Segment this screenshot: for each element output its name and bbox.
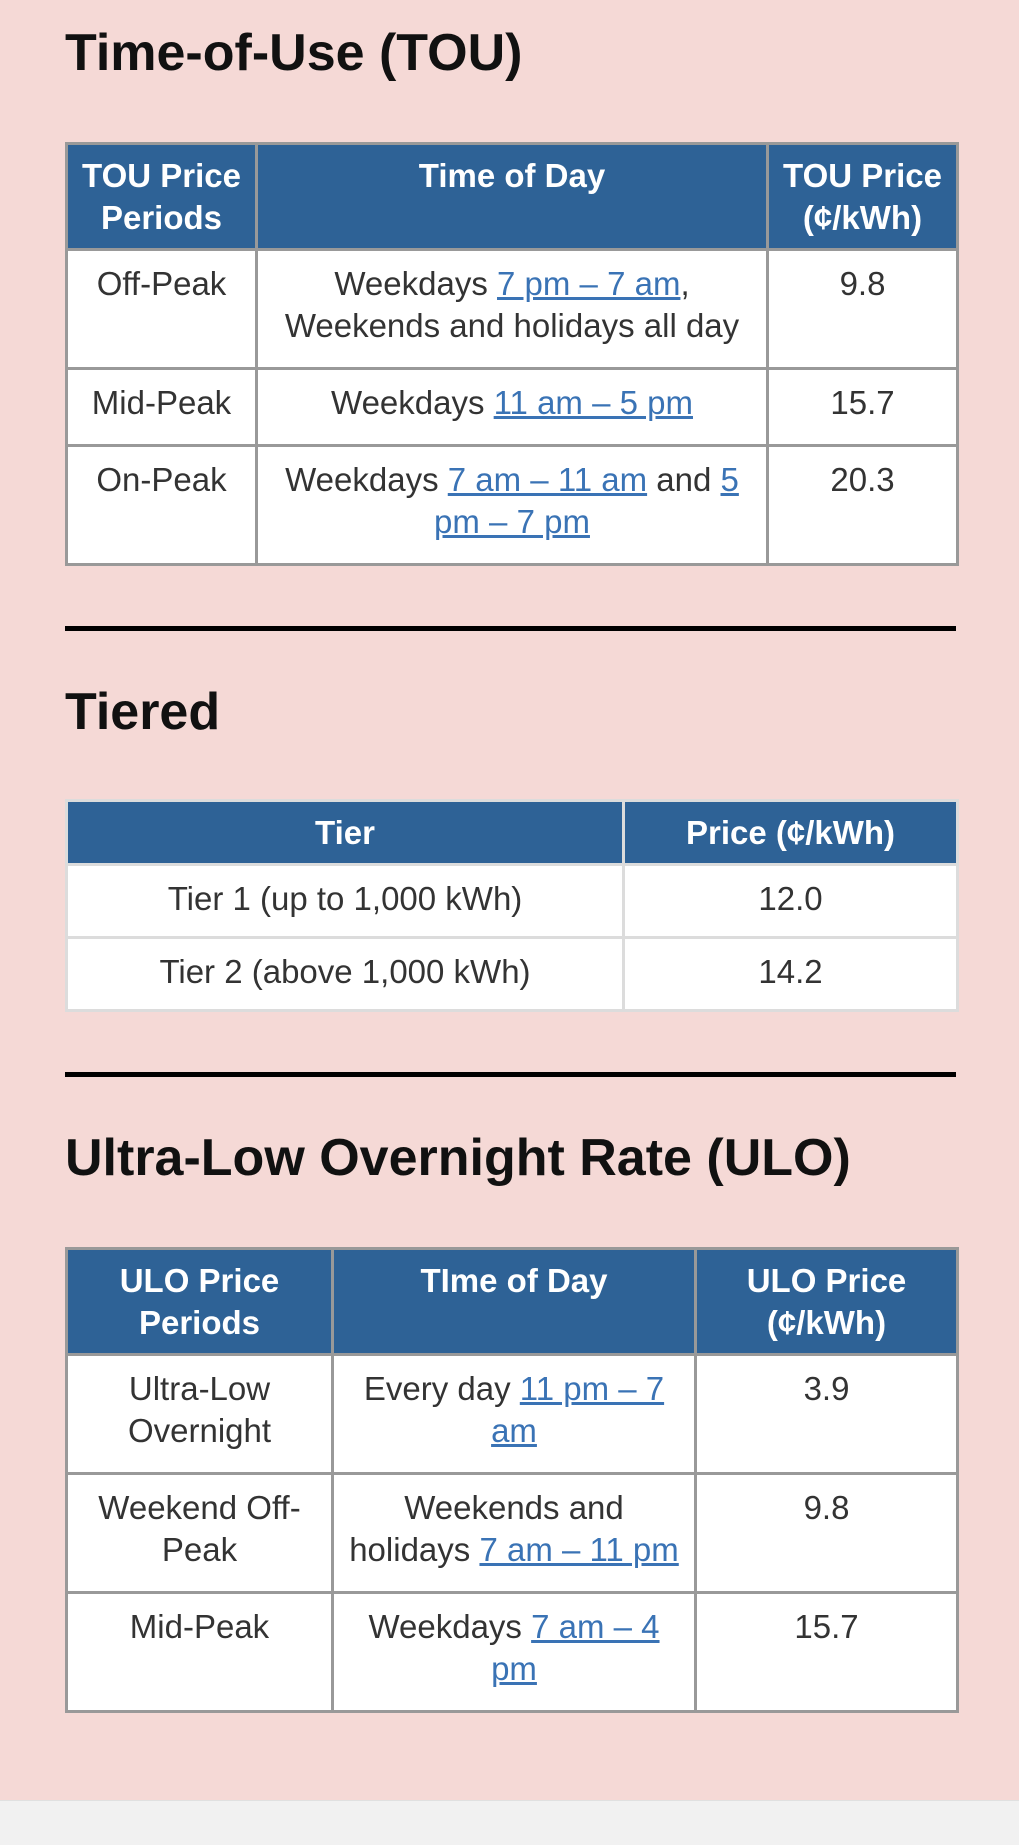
divider xyxy=(65,626,956,631)
browser-bar xyxy=(0,1800,1019,1845)
table-cell: 9.8 xyxy=(766,248,959,370)
cell-text: Mid-Peak xyxy=(129,1608,270,1645)
table-cell: Tier 2 (above 1,000 kWh) xyxy=(65,936,625,1012)
table-row: Mid-Peak Weekdays 11 am – 5 pm 15.7 xyxy=(65,367,959,447)
table-cell: Mid-Peak xyxy=(65,367,258,447)
table-cell: 15.7 xyxy=(694,1591,959,1713)
rate-table: TOU Price Periods Time of Day TOU Price (¢… xyxy=(65,142,959,566)
header-row: Tier Price (¢/kWh) xyxy=(65,799,959,866)
table-cell: Weekdays 7 pm – 7 am, Weekends and holid… xyxy=(255,248,769,370)
table-head: ULO Price Periods TIme of Day ULO Price (¢… xyxy=(65,1247,959,1356)
table-row: Mid-Peak Weekdays 7 am – 4 pm 15.7 xyxy=(65,1591,959,1713)
cell-text: Weekends and holidays xyxy=(349,1489,624,1568)
table-row: On-Peak Weekdays 7 am – 11 am and 5 pm – … xyxy=(65,444,959,566)
table-cell: 20.3 xyxy=(766,444,959,566)
table-cell: Weekdays 11 am – 5 pm xyxy=(255,367,769,447)
header-row: ULO Price Periods TIme of Day ULO Price (¢… xyxy=(65,1247,959,1356)
table-cell: Weekdays 7 am – 11 am and 5 pm – 7 pm xyxy=(255,444,769,566)
table-cell: Off-Peak xyxy=(65,248,258,370)
cell-text: On-Peak xyxy=(96,461,227,498)
table-row: Tier 1 (up to 1,000 kWh) 12.0 xyxy=(65,863,959,939)
cell-text: 9.8 xyxy=(803,1489,850,1526)
table-body: Ultra-Low Overnight Every day 11 pm – 7 a… xyxy=(65,1353,959,1713)
table-cell: Every day 11 pm – 7 am xyxy=(331,1353,697,1475)
content: Time-of-Use (TOU) TOU Price Periods Time o… xyxy=(65,22,959,1713)
header-cell: Tier xyxy=(65,799,625,866)
table-cell: Weekends and holidays 7 am – 11 pm xyxy=(331,1472,697,1594)
table-row: Off-Peak Weekdays 7 pm – 7 am, Weekends a… xyxy=(65,248,959,370)
cell-text: Weekdays xyxy=(334,265,498,302)
table-row: Tier 2 (above 1,000 kWh) 14.2 xyxy=(65,936,959,1012)
table-cell: On-Peak xyxy=(65,444,258,566)
table-cell: Tier 1 (up to 1,000 kWh) xyxy=(65,863,625,939)
rate-table: ULO Price Periods TIme of Day ULO Price (¢… xyxy=(65,1247,959,1713)
time-link[interactable]: 11 am – 5 pm xyxy=(493,384,693,421)
header-cell: Price (¢/kWh) xyxy=(622,799,959,866)
cell-text: 20.3 xyxy=(830,461,895,498)
table-cell: Mid-Peak xyxy=(65,1591,334,1713)
time-link[interactable]: 7 am – 4 pm xyxy=(491,1608,660,1687)
cell-text: Tier 1 (up to 1,000 kWh) xyxy=(167,880,523,917)
time-link[interactable]: 7 am – 11 pm xyxy=(479,1531,679,1568)
cell-text: 9.8 xyxy=(839,265,886,302)
table-row: Weekend Off-Peak Weekends and holidays 7 … xyxy=(65,1472,959,1594)
cell-text: Weekdays xyxy=(331,384,494,421)
table-cell: 14.2 xyxy=(622,936,959,1012)
time-link[interactable]: 7 am – 11 am xyxy=(447,461,648,498)
cell-text: Weekdays xyxy=(285,461,448,498)
header-cell: ULO Price Periods xyxy=(65,1247,334,1356)
cell-text: , Weekends and holidays all day xyxy=(284,265,740,344)
table-body: Off-Peak Weekdays 7 pm – 7 am, Weekends a… xyxy=(65,248,959,566)
table-cell: 12.0 xyxy=(622,863,959,939)
table-cell: Weekend Off-Peak xyxy=(65,1472,334,1594)
time-link[interactable]: 11 pm – 7 am xyxy=(491,1370,665,1449)
time-link[interactable]: 5 pm – 7 pm xyxy=(434,461,739,540)
cell-text: Every day xyxy=(363,1370,520,1407)
time-link[interactable]: 7 pm – 7 am xyxy=(497,265,681,302)
rate-table: Tier Price (¢/kWh) Tier 1 (up to 1,000 kWh… xyxy=(65,799,959,1012)
header-cell: TIme of Day xyxy=(331,1247,697,1356)
table-cell: Weekdays 7 am – 4 pm xyxy=(331,1591,697,1713)
cell-text: Weekdays xyxy=(368,1608,532,1645)
header-row: TOU Price Periods Time of Day TOU Price (¢… xyxy=(65,142,959,251)
header-cell: TOU Price Periods xyxy=(65,142,258,251)
divider xyxy=(65,1072,956,1077)
header-cell: ULO Price (¢/kWh) xyxy=(694,1247,959,1356)
section-title: Tiered xyxy=(65,683,221,741)
cell-text: 14.2 xyxy=(758,953,823,990)
cell-text: Mid-Peak xyxy=(91,384,232,421)
table-head: TOU Price Periods Time of Day TOU Price (¢… xyxy=(65,142,959,251)
cell-text: 15.7 xyxy=(830,384,895,421)
table-cell: Ultra-Low Overnight xyxy=(65,1353,334,1475)
cell-text: Ultra-Low Overnight xyxy=(127,1370,272,1449)
table-body: Tier 1 (up to 1,000 kWh) 12.0 Tier 2 (abov… xyxy=(65,863,959,1012)
cell-text: Weekend Off-Peak xyxy=(98,1489,301,1568)
section-title: Ultra-Low Overnight Rate (ULO) xyxy=(65,1129,851,1187)
cell-text: Tier 2 (above 1,000 kWh) xyxy=(159,953,531,990)
cell-text: and xyxy=(647,461,721,498)
table-cell: 3.9 xyxy=(694,1353,959,1475)
header-cell: TOU Price (¢/kWh) xyxy=(766,142,959,251)
cell-text: Off-Peak xyxy=(96,265,227,302)
cell-text: 15.7 xyxy=(794,1608,859,1645)
section-title: Time-of-Use (TOU) xyxy=(65,24,523,82)
cell-text: 3.9 xyxy=(803,1370,850,1407)
header-cell: Time of Day xyxy=(255,142,769,251)
table-cell: 15.7 xyxy=(766,367,959,447)
table-row: Ultra-Low Overnight Every day 11 pm – 7 a… xyxy=(65,1353,959,1475)
table-cell: 9.8 xyxy=(694,1472,959,1594)
cell-text: 12.0 xyxy=(758,880,823,917)
table-head: Tier Price (¢/kWh) xyxy=(65,799,959,866)
